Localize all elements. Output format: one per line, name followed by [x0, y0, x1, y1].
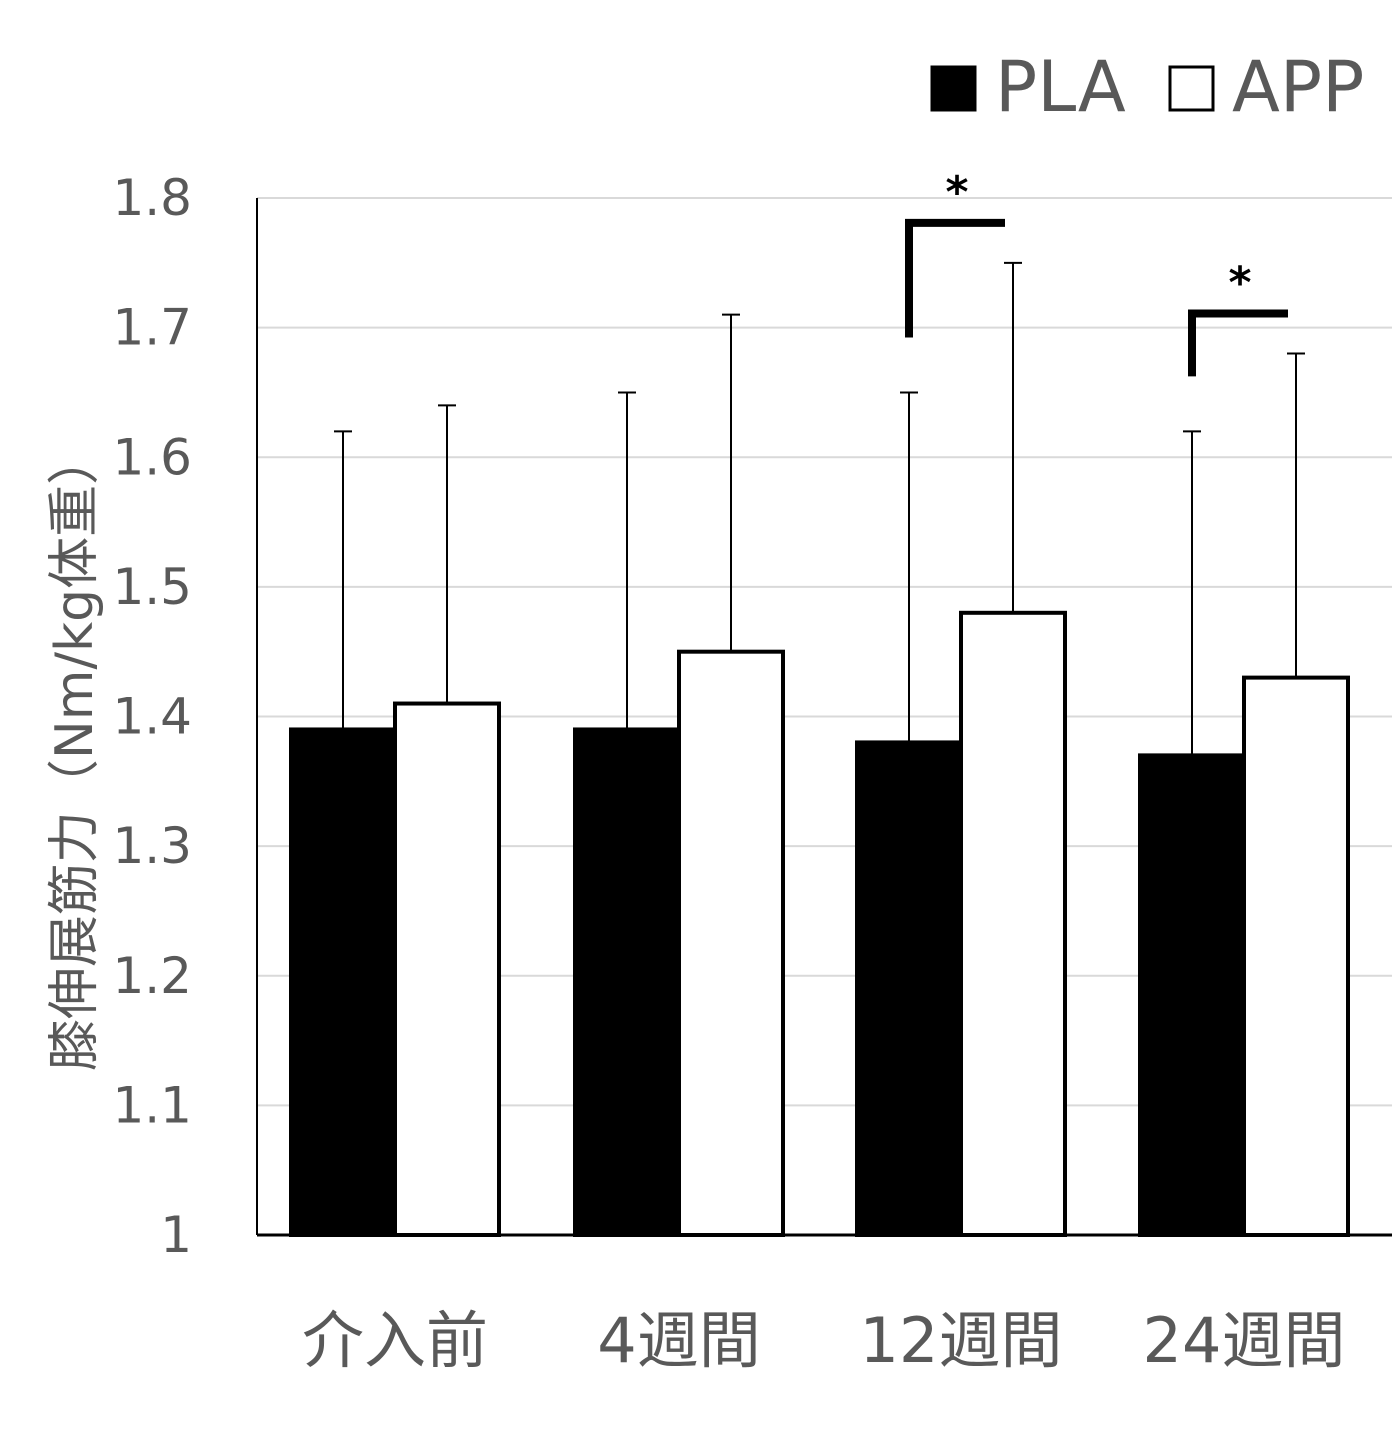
significance-bracket	[1188, 309, 1288, 377]
x-category-label: 4週間	[597, 1304, 760, 1377]
bar-pla	[1138, 753, 1246, 1237]
bar-pla	[289, 727, 397, 1238]
y-tick-label: 1.2	[112, 947, 192, 1005]
bar-pla	[855, 740, 963, 1237]
bar-app	[677, 649, 785, 1237]
legend-swatch-app	[1168, 65, 1215, 112]
bar-pla	[573, 727, 681, 1238]
y-tick-label: 1.6	[112, 428, 192, 486]
y-tick-label: 1.7	[112, 299, 192, 357]
x-category-label: 介入前	[302, 1304, 488, 1377]
y-tick-label: 1.8	[112, 169, 192, 227]
y-tick-label: 1.5	[112, 558, 192, 616]
x-category-label: 24週間	[1143, 1304, 1346, 1377]
y-tick-label: 1.1	[112, 1076, 192, 1134]
y-tick-label: 1.3	[112, 817, 192, 875]
legend-swatch-pla	[930, 65, 977, 112]
legend-label-app: APP	[1232, 46, 1364, 128]
y-axis-label: 膝伸展筋力（Nm/kg体重）	[45, 433, 105, 1071]
significance-marker: *	[1228, 258, 1251, 309]
y-tick-label: 1	[160, 1206, 192, 1264]
significance-marker: *	[945, 167, 968, 218]
x-category-label: 12週間	[860, 1304, 1063, 1377]
legend-label-pla: PLA	[995, 46, 1126, 128]
significance-bracket	[905, 218, 1005, 338]
bar-app	[1242, 675, 1350, 1237]
bar-app	[393, 701, 501, 1237]
bar-app	[959, 610, 1067, 1237]
y-tick-label: 1.4	[112, 688, 192, 746]
